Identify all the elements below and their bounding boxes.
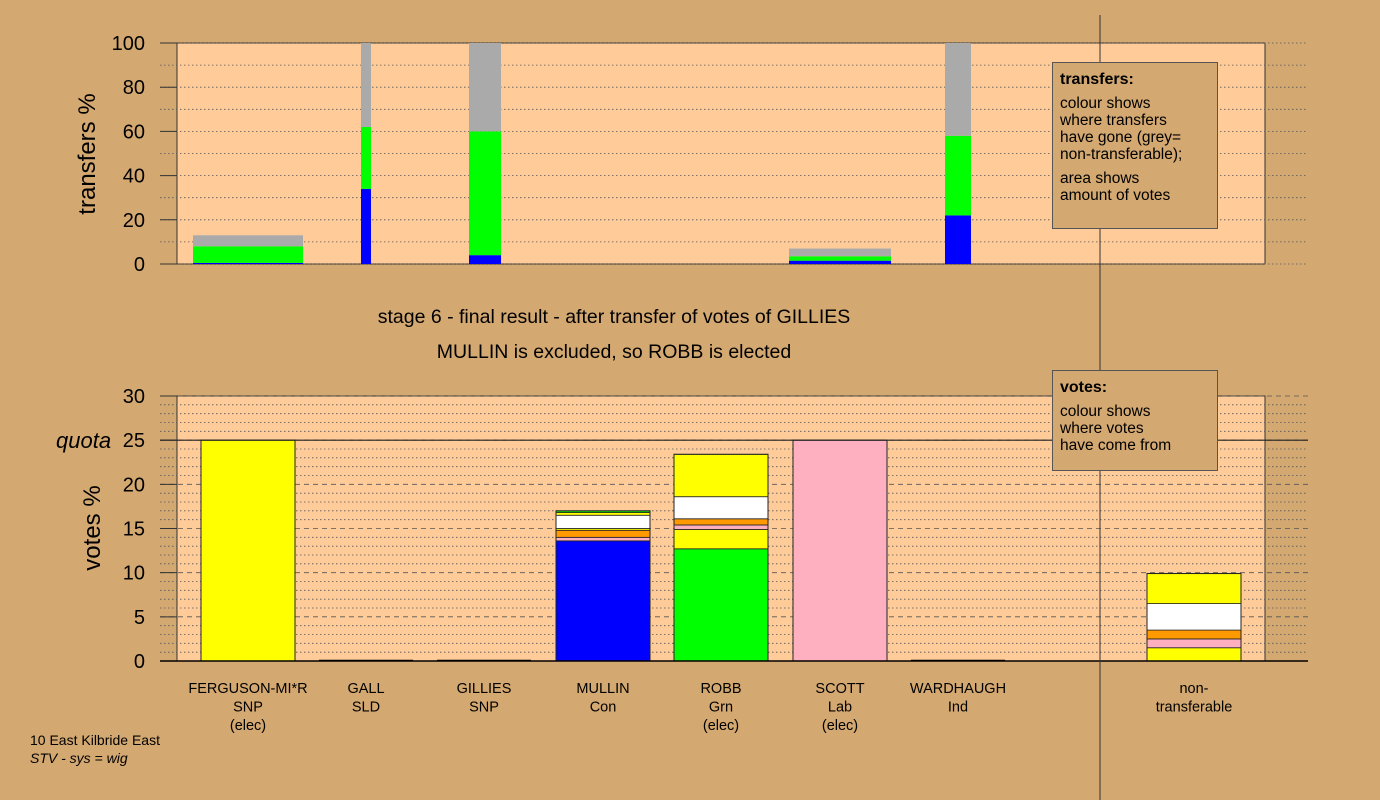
tick-label: 60: [123, 121, 145, 143]
tick-label: 10: [123, 563, 145, 585]
tick-label: 0: [134, 651, 145, 673]
candidate-label: ROBB: [700, 681, 741, 697]
footer-constituency: 10 East Kilbride East: [30, 732, 160, 748]
transfers-box-line: non-transferable);: [1060, 146, 1183, 163]
tick-label: 20: [123, 210, 145, 232]
vote-bar-segment: [1146, 573, 1242, 604]
vote-bar-segment: [555, 514, 651, 529]
vote-bar-segment: [673, 518, 769, 526]
transfer-bar-segment: [469, 131, 501, 256]
transfer-bar-segment: [361, 43, 371, 127]
vote-bar-segment: [1146, 603, 1242, 631]
votes-box-line: colour shows: [1060, 403, 1151, 420]
transfer-bar-segment: [945, 135, 971, 216]
transfers-box-line: colour shows: [1060, 95, 1151, 112]
vote-bar-segment: [673, 496, 769, 520]
transfers-legend-box: transfers: colour shows where transfers …: [1052, 62, 1218, 229]
tick-label: 20: [123, 474, 145, 496]
candidate-label: SCOTT: [815, 681, 864, 697]
transfer-bar-segment: [361, 126, 371, 189]
vote-bar-segment: [673, 528, 769, 550]
footer-system: STV - sys = wig: [30, 750, 128, 766]
transfer-bar-segment: [361, 188, 371, 264]
tick-label: 25: [123, 430, 145, 452]
non-transferable-label: non-: [1179, 681, 1208, 697]
transfer-bar-segment: [789, 260, 891, 264]
non-transferable-label: transferable: [1156, 700, 1233, 716]
vote-bar-segment: [555, 529, 651, 538]
tick-label: 80: [123, 77, 145, 99]
transfer-bar-segment: [469, 43, 501, 132]
candidate-labels: FERGUSON-MI*R SNP (elec) GALL SLD GILLIES SNP M…: [188, 681, 1232, 734]
tick-label: 15: [123, 519, 145, 541]
transfer-bar-segment: [945, 215, 971, 264]
tick-label: 5: [134, 607, 145, 629]
candidate-label: SNP: [469, 700, 499, 716]
tick-label: 100: [112, 33, 145, 55]
transfers-axis-label: transfers %: [74, 93, 101, 214]
transfer-bar-segment: [789, 256, 891, 261]
vote-bar-segment: [1146, 629, 1242, 640]
stage-title: stage 6 - final result - after transfer …: [378, 306, 851, 328]
transfers-bars: [193, 43, 971, 264]
transfers-box-title: transfers:: [1060, 71, 1134, 88]
vote-bar-segment: [555, 536, 651, 542]
vote-bar-segment: [673, 453, 769, 498]
vote-bar-segment: [1146, 638, 1242, 649]
tick-label: 40: [123, 166, 145, 188]
candidate-label: MULLIN: [576, 681, 629, 697]
vote-bar-segment: [673, 524, 769, 530]
candidate-label: Con: [590, 700, 617, 716]
transfer-bar-segment: [193, 246, 303, 263]
transfer-bar-segment: [469, 255, 501, 264]
votes-legend-box: votes: colour shows where votes have com…: [1052, 370, 1218, 471]
candidate-label: Lab: [828, 700, 852, 716]
vote-bar-segment: [555, 540, 651, 662]
vote-bar-segment: [673, 548, 769, 662]
transfer-bar-segment: [193, 262, 303, 264]
candidate-label: Ind: [948, 700, 968, 716]
votes-bars: [200, 439, 1242, 662]
candidate-label: GALL: [347, 681, 384, 697]
quota-label: quota: [56, 428, 111, 453]
transfer-bar-segment: [193, 235, 303, 247]
vote-bar-segment: [792, 439, 888, 662]
transfers-box-line: where transfers: [1060, 112, 1167, 129]
transfer-bar-segment: [789, 248, 891, 257]
votes-axis-label: votes %: [79, 485, 106, 570]
candidate-label: SLD: [352, 700, 380, 716]
transfers-box-line: area shows: [1060, 170, 1140, 187]
votes-y-axis: 0 5 10 15 20 25 30: [123, 386, 1308, 673]
transfers-box-line: amount of votes: [1060, 187, 1171, 204]
transfers-box-line: have gone (grey=: [1060, 129, 1182, 146]
candidate-label: (elec): [822, 718, 858, 734]
candidate-label: (elec): [230, 718, 266, 734]
candidate-label: FERGUSON-MI*R: [188, 681, 307, 697]
stage-subtitle: MULLIN is excluded, so ROBB is elected: [437, 341, 791, 363]
vote-bar-segment: [200, 439, 296, 662]
votes-box-title: votes:: [1060, 379, 1108, 396]
candidate-label: SNP: [233, 700, 263, 716]
vote-bar-segment: [1146, 647, 1242, 662]
votes-box-line: have come from: [1060, 437, 1172, 454]
tick-label: 30: [123, 386, 145, 408]
tick-label: 0: [134, 254, 145, 276]
candidate-label: WARDHAUGH: [910, 681, 1006, 697]
transfers-y-axis: 0 20 40 60 80 100: [112, 33, 177, 276]
votes-box-line: where votes: [1060, 420, 1144, 437]
candidate-label: Grn: [709, 700, 733, 716]
transfer-bar-segment: [945, 43, 971, 136]
candidate-label: (elec): [703, 718, 739, 734]
candidate-label: GILLIES: [457, 681, 512, 697]
